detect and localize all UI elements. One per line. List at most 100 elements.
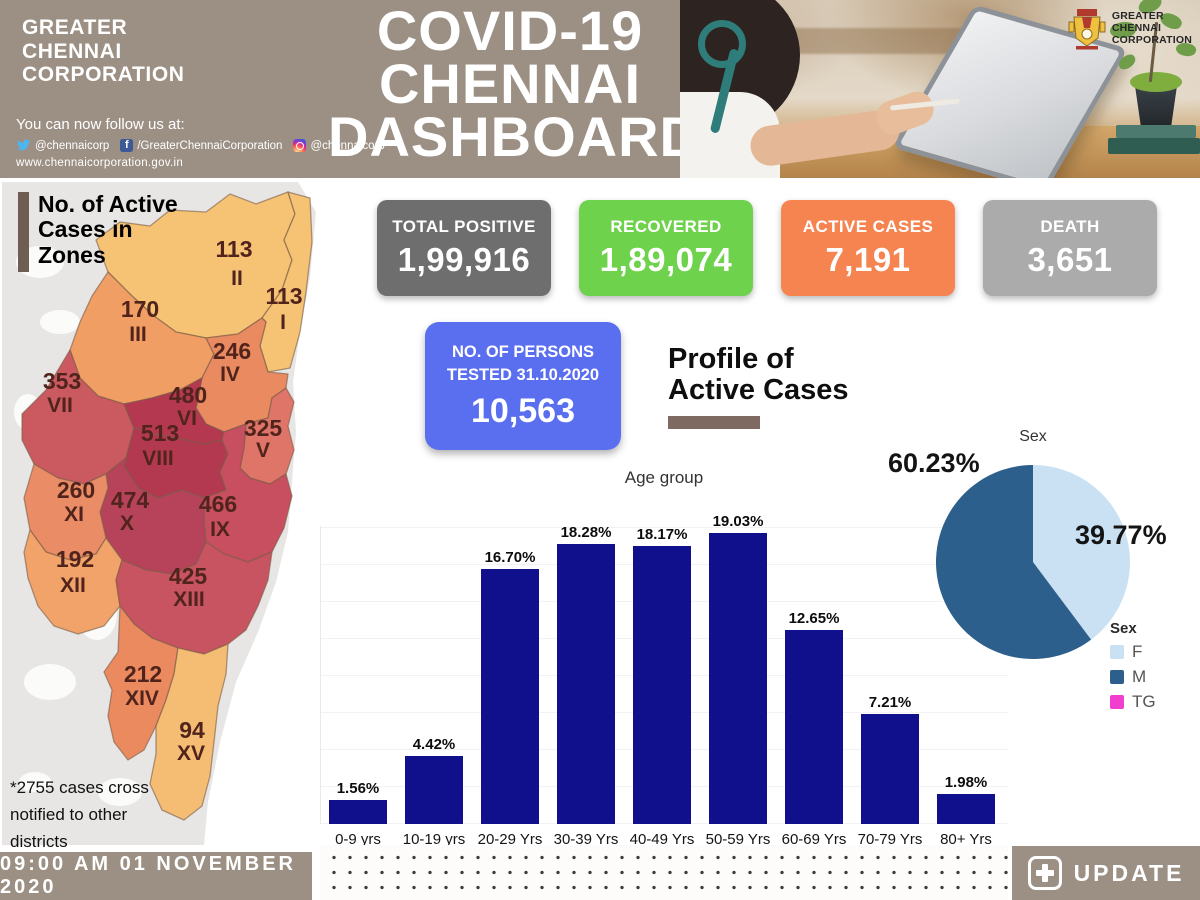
bar	[633, 546, 691, 824]
instagram-handle: @chennaicorp	[310, 139, 385, 152]
facebook-link[interactable]: f /GreaterChennaiCorporation	[120, 139, 282, 152]
svg-text:212: 212	[124, 661, 162, 687]
pie-slice-M	[935, 465, 1092, 659]
svg-text:XV: XV	[177, 742, 205, 765]
bar-value-label: 16.70%	[484, 548, 536, 566]
legend-label: F	[1132, 642, 1143, 661]
bar	[481, 568, 539, 824]
card-label: RECOVERED	[610, 217, 722, 236]
legend-label: M	[1132, 667, 1147, 686]
footer-timestamp: 09:00 AM 01 NOVEMBER 2020	[0, 852, 312, 900]
tested-label-line: NO. OF PERSONS	[451, 343, 595, 362]
page-title-line: COVID-19	[376, 0, 644, 62]
bar-value-label: 18.17%	[636, 526, 688, 543]
heading-accent-bar	[18, 192, 29, 272]
card-value: 1,89,074	[599, 241, 733, 278]
card-death: DEATH 3,651	[983, 200, 1157, 296]
follow-label: You can now follow us at:	[16, 116, 185, 133]
legend-swatch	[1110, 670, 1124, 684]
page-title-line: DASHBOARD	[328, 105, 701, 169]
twitter-icon	[16, 139, 31, 151]
instagram-link[interactable]: @chennaicorp	[293, 139, 385, 152]
bar	[785, 630, 843, 824]
bar-category-label: 0-9 yrs	[335, 831, 381, 848]
card-value: 3,651	[1027, 241, 1113, 278]
svg-text:474: 474	[111, 487, 150, 513]
bar-chart-title: Age group	[624, 468, 704, 487]
bar-column: 12.65% 60-69 Yrs	[776, 496, 852, 848]
svg-text:I: I	[280, 311, 286, 334]
svg-text:XIV: XIV	[125, 687, 159, 710]
svg-text:XI: XI	[64, 503, 84, 526]
pie-chart-title: Sex	[1019, 428, 1047, 445]
bar-value-label: 1.56%	[336, 780, 380, 798]
pie-label-male: 60.23%	[888, 448, 980, 478]
bar-value-label: 19.03%	[712, 512, 764, 530]
org-name-line: CORPORATION	[22, 63, 185, 87]
bar-category-label: 80+ Yrs	[940, 831, 992, 848]
card-recovered: RECOVERED 1,89,074	[579, 200, 753, 296]
bar-column: 1.98% 80+ Yrs	[928, 496, 1004, 848]
website-link[interactable]: www.chennaicorporation.gov.in	[16, 157, 184, 169]
books	[1108, 138, 1200, 154]
bar-category-label: 70-79 Yrs	[857, 831, 923, 848]
legend-swatch	[1110, 645, 1124, 659]
header-photo: GREATER CHENNAI CORPORATION	[680, 0, 1200, 178]
bar	[709, 532, 767, 824]
gcc-emblem-icon	[1068, 9, 1106, 50]
bar-column: 4.42% 10-19 yrs	[396, 496, 472, 848]
bar-column: 19.03% 50-59 Yrs	[700, 496, 776, 848]
bar-column: 7.21% 70-79 Yrs	[852, 496, 928, 848]
card-label: DEATH	[1040, 217, 1100, 236]
bar-value-label: 7.21%	[868, 693, 912, 711]
tested-value: 10,563	[471, 391, 575, 430]
bar-category-label: 40-49 Yrs	[629, 831, 695, 848]
svg-text:III: III	[129, 323, 147, 346]
bar-value-label: 12.65%	[788, 610, 840, 628]
heading-underline	[668, 416, 760, 430]
facebook-handle: /GreaterChennaiCorporation	[137, 139, 283, 152]
card-active-cases: ACTIVE CASES 7,191	[781, 200, 955, 296]
page-title-line: CHENNAI	[378, 52, 642, 116]
svg-text:X: X	[120, 512, 134, 535]
zone-XIV	[103, 605, 179, 761]
age-bar-chart: Age group 1.56% 0-9 yrs 4.42% 10-19 yrs 16.7…	[320, 468, 1008, 848]
bar	[405, 756, 463, 824]
facebook-icon: f	[120, 139, 134, 152]
svg-text:466: 466	[199, 491, 237, 517]
map-footnote: *2755 cases cross notified to other dist…	[10, 778, 149, 852]
svg-text:IV: IV	[220, 363, 240, 386]
pie-slice-F	[1033, 465, 1130, 640]
card-value: 7,191	[825, 241, 911, 278]
sex-pie-chart	[935, 465, 1130, 659]
bar-category-label: 30-39 Yrs	[553, 831, 619, 848]
svg-text:113: 113	[215, 236, 252, 262]
bar-value-label: 4.42%	[412, 736, 456, 754]
svg-text:425: 425	[169, 563, 208, 589]
profile-heading: Profile of Active Cases	[668, 343, 849, 430]
page-title: COVID-19 CHENNAI DASHBOARD	[328, 0, 701, 169]
svg-text:VII: VII	[47, 394, 73, 417]
svg-text:94: 94	[179, 717, 205, 743]
card-label: ACTIVE CASES	[802, 217, 934, 236]
bar-value-label: 1.98%	[944, 773, 988, 791]
svg-text:325: 325	[244, 415, 283, 441]
bar-column: 1.56% 0-9 yrs	[320, 496, 396, 848]
dots-pattern	[320, 845, 1008, 900]
legend-item: M	[1110, 667, 1156, 687]
tested-label-line: TESTED 31.10.2020	[446, 365, 600, 384]
legend-label: TG	[1132, 692, 1156, 711]
bar	[861, 713, 919, 824]
svg-text:260: 260	[57, 477, 95, 503]
summary-cards: TOTAL POSITIVE 1,99,916 RECOVERED 1,89,0…	[377, 200, 1157, 296]
svg-text:XIII: XIII	[173, 588, 205, 611]
card-value: 1,99,916	[397, 241, 531, 278]
twitter-link[interactable]: @chennaicorp	[16, 138, 109, 153]
zone-XV	[149, 643, 229, 821]
update-button[interactable]: UPDATE	[1012, 846, 1200, 900]
bar	[557, 544, 615, 824]
bar-category-label: 50-59 Yrs	[705, 831, 771, 848]
bar-column: 18.17% 40-49 Yrs	[624, 496, 700, 848]
pie-label-female: 39.77%	[1075, 520, 1167, 550]
